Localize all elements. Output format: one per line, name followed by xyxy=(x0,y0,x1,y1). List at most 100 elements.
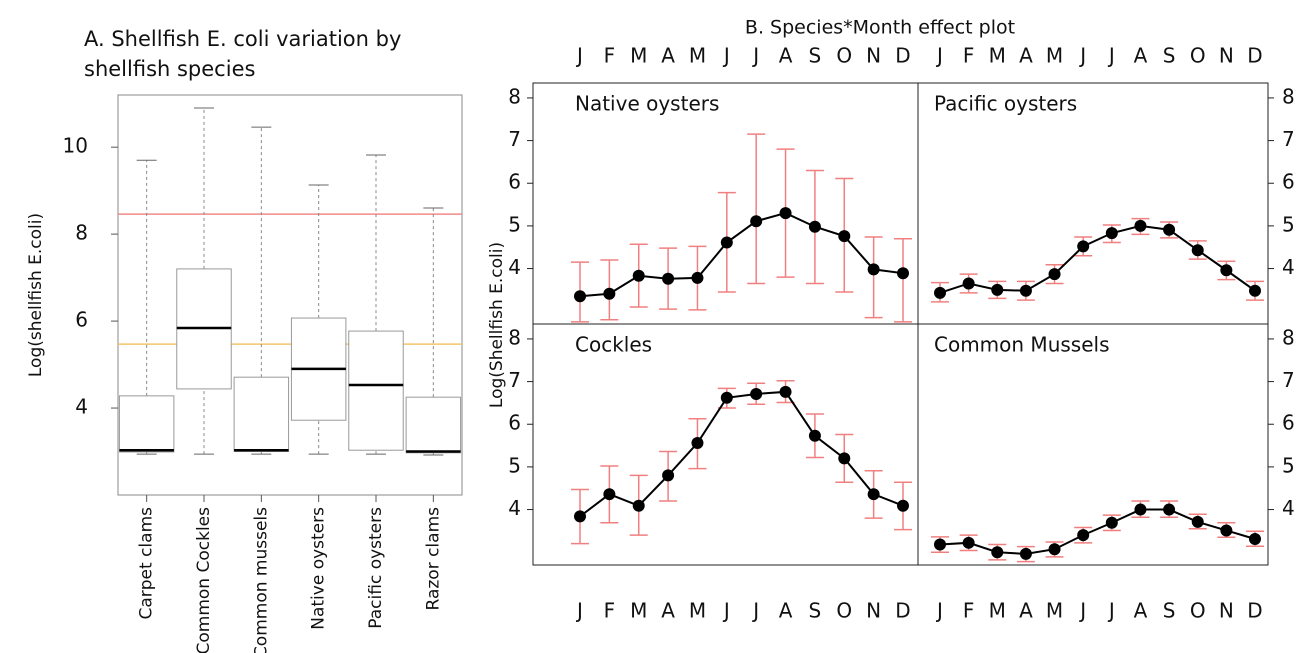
x-tick-label: A xyxy=(661,599,675,623)
y-axis-label: Log(shellfish E.coli) xyxy=(26,213,46,377)
x-tick-label: D xyxy=(895,44,910,68)
box xyxy=(405,396,462,454)
y-tick-label: 6 xyxy=(508,170,521,194)
x-tick-label: J xyxy=(751,44,759,68)
point xyxy=(808,429,821,442)
panel-title: Native oysters xyxy=(575,92,719,116)
x-tick-label: F xyxy=(604,44,616,68)
x-tick-label: O xyxy=(836,44,852,68)
point xyxy=(934,538,946,551)
point xyxy=(1220,524,1233,537)
panel-title: Pacific oysters xyxy=(934,92,1077,116)
x-tick-label: J xyxy=(722,44,730,68)
x-tick-label: S xyxy=(1163,599,1176,623)
x-tick-label: A xyxy=(661,44,675,68)
x-tick-label: M xyxy=(1046,44,1063,68)
point xyxy=(574,510,586,523)
x-tick-label: J xyxy=(722,599,730,623)
x-tick-label: N xyxy=(1219,599,1234,623)
x-tick-label: Razor clams xyxy=(423,507,443,611)
effect-line xyxy=(939,224,1256,294)
x-tick-label: J xyxy=(935,599,943,623)
x-tick-label: A xyxy=(1134,599,1148,623)
point xyxy=(1048,543,1061,556)
point xyxy=(838,452,851,465)
point xyxy=(1134,219,1147,232)
x-tick-label: Native oysters xyxy=(309,507,329,630)
y-tick-label: 6 xyxy=(508,411,521,435)
y-tick-label: 10 xyxy=(63,134,88,158)
x-tick-label: M xyxy=(630,44,647,68)
x-tick-label: D xyxy=(1247,599,1262,623)
x-tick-label: O xyxy=(836,599,852,623)
y-tick-label: 8 xyxy=(508,325,521,349)
chart-title: A. Shellfish E. coli variation by shellf… xyxy=(84,27,402,81)
y-tick-label: 6 xyxy=(1282,411,1295,435)
x-tick-label: A xyxy=(1019,44,1033,68)
point xyxy=(1134,503,1147,516)
point xyxy=(720,236,733,249)
point xyxy=(897,267,909,280)
effect-line xyxy=(939,508,1256,555)
point xyxy=(934,286,946,299)
point xyxy=(1077,240,1090,253)
point xyxy=(1019,547,1032,560)
plot-frame xyxy=(117,94,463,496)
point xyxy=(662,272,675,285)
y-tick-label: 7 xyxy=(508,127,521,151)
x-tick-label: S xyxy=(809,599,822,623)
point xyxy=(691,271,704,284)
point xyxy=(962,277,975,290)
y-tick-label: 5 xyxy=(508,453,521,477)
panel xyxy=(532,82,919,325)
y-tick-label: 8 xyxy=(75,221,88,245)
effect-line xyxy=(579,212,904,298)
x-tick-label: M xyxy=(989,44,1006,68)
x-tick-label: Common Cockles xyxy=(194,507,214,653)
point xyxy=(632,269,645,282)
point xyxy=(1077,529,1090,542)
point xyxy=(991,283,1004,296)
x-tick-label: J xyxy=(1107,599,1115,623)
y-tick-label: 6 xyxy=(1282,170,1295,194)
x-tick-label: A xyxy=(1019,599,1033,623)
point xyxy=(750,387,763,400)
x-tick-label: N xyxy=(1219,44,1234,68)
x-tick-label: O xyxy=(1190,44,1206,68)
effect-line xyxy=(579,390,904,518)
y-tick-label: 6 xyxy=(75,308,88,332)
point xyxy=(1191,244,1204,257)
point xyxy=(750,215,763,228)
y-tick-label: 4 xyxy=(508,255,521,279)
panel-title: Cockles xyxy=(575,333,652,357)
point xyxy=(779,207,792,220)
y-tick-label: 4 xyxy=(75,395,88,419)
point xyxy=(1105,227,1118,240)
point xyxy=(867,263,880,276)
x-tick-label: J xyxy=(1078,44,1086,68)
x-tick-label: J xyxy=(751,599,759,623)
y-tick-label: 7 xyxy=(1282,127,1295,151)
point xyxy=(991,546,1004,559)
x-tick-label: M xyxy=(689,44,706,68)
x-tick-label: M xyxy=(689,599,706,623)
y-axis-label: Log(Shellfish E.coli) xyxy=(487,242,507,408)
point xyxy=(1249,532,1261,545)
x-tick-label: S xyxy=(1163,44,1176,68)
x-tick-label: A xyxy=(779,599,793,623)
y-tick-label: 5 xyxy=(1282,453,1295,477)
chart-title: B. Species*Month effect plot xyxy=(745,17,1015,39)
y-tick-label: 4 xyxy=(1282,496,1295,520)
panel xyxy=(917,323,1269,566)
y-tick-label: 5 xyxy=(508,212,521,236)
point xyxy=(779,385,792,398)
x-tick-label: S xyxy=(809,44,822,68)
point xyxy=(808,220,821,233)
x-tick-label: J xyxy=(1078,599,1086,623)
point xyxy=(632,499,645,512)
point xyxy=(1220,264,1233,277)
x-tick-label: Carpet clams xyxy=(137,507,157,620)
point xyxy=(1048,268,1061,281)
